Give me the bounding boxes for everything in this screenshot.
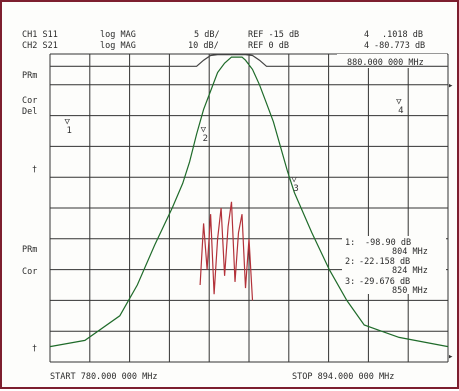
marker-id-3: 3 — [293, 184, 298, 194]
channel1-scale: 5 dB/ — [194, 30, 220, 40]
channel1-label: CH1 S11 — [22, 30, 58, 40]
marker-table-freq-1: 804 MHz — [392, 247, 428, 257]
graticule — [49, 53, 449, 363]
channel2-label: CH2 S21 — [22, 41, 58, 51]
stop-frequency: STOP 894.000 000 MHz — [292, 372, 394, 382]
start-frequency: START 780.000 000 MHz — [50, 372, 157, 382]
marker-group: ▽1 ▽2▽3▽4 — [64, 97, 403, 194]
marker-table-freq-2: 824 MHz — [392, 266, 428, 276]
marker-symbol-1: ▽ — [64, 117, 70, 127]
marker-table-value-2: -22.158 dB — [359, 257, 410, 267]
marker-symbol-3: ▽ — [291, 175, 297, 185]
marker-freq-box — [337, 54, 447, 68]
marker-table-bg — [342, 236, 446, 294]
marker-table-value-1: -98.90 dB — [365, 238, 411, 248]
trace-2 — [199, 201, 254, 301]
marker-num-2: 4 — [364, 41, 369, 51]
marker-symbol-2: ▽ — [201, 125, 207, 135]
dagger-label-2: † — [32, 344, 37, 354]
channel2-scale: 10 dB/ — [188, 41, 219, 51]
trace-1 — [49, 56, 449, 348]
marker-id-1: 1 — [66, 126, 71, 136]
marker-table-freq-3: 850 MHz — [392, 286, 428, 296]
marker-value-2: -80.773 dB — [374, 41, 425, 51]
cor-label-2: Cor — [22, 267, 37, 277]
marker-num-1: 4 — [364, 30, 369, 40]
del-label: Del — [22, 107, 37, 117]
marker-table-value-3: -29.676 dB — [359, 277, 410, 287]
ref-pointer-1: ▸ — [448, 81, 453, 91]
marker-table-label-2: 2: — [345, 257, 355, 267]
ref-pointer-2: ▸ — [448, 352, 453, 362]
marker-table-label-1: 1: — [345, 238, 355, 248]
prm-label-top: PRm — [22, 71, 37, 81]
channel2-format: log MAG — [100, 41, 136, 51]
dagger-label-1: † — [32, 165, 37, 175]
marker-symbol-4: ▽ — [396, 97, 402, 107]
trace-3 — [50, 53, 448, 67]
marker-frequency: 880.000 000 MHz — [347, 58, 424, 68]
marker-id-2: 2 — [203, 134, 208, 144]
cor-label-1: Cor — [22, 96, 37, 106]
channel1-ref: REF -15 dB — [248, 30, 299, 40]
trace-group — [49, 53, 449, 348]
prm-label-bottom: PRm — [22, 245, 37, 255]
marker-value-1: .1018 dB — [382, 30, 423, 40]
marker-id-4: 4 — [398, 106, 403, 116]
channel2-ref: REF 0 dB — [248, 41, 289, 51]
marker-table-label-3: 3: — [345, 277, 355, 287]
channel1-format: log MAG — [100, 30, 136, 40]
